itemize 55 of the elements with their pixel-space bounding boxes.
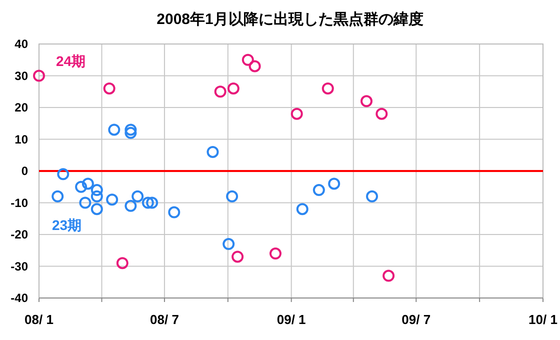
- point: [232, 250, 244, 263]
- x-tick-label: 09/ 1: [276, 312, 306, 327]
- point: [52, 190, 64, 202]
- y-tick-label: 0: [21, 164, 28, 178]
- point: [57, 168, 70, 180]
- x-tick-label: 08/ 7: [150, 312, 179, 327]
- point: [142, 196, 154, 209]
- point: [227, 82, 240, 94]
- series-label: 24期: [56, 53, 86, 69]
- point: [90, 203, 103, 216]
- point: [103, 82, 116, 94]
- series-label: 23期: [52, 217, 82, 233]
- y-tick-label: -10: [10, 196, 28, 210]
- x-tick-label: 10/ 1: [528, 312, 558, 327]
- point: [296, 203, 308, 216]
- y-tick-label: 10: [14, 132, 28, 146]
- point: [242, 54, 254, 66]
- y-tick-label: 30: [14, 68, 28, 83]
- point: [214, 86, 226, 98]
- point: [206, 146, 219, 158]
- point: [382, 270, 395, 282]
- point: [168, 206, 180, 218]
- point: [82, 178, 94, 190]
- point: [269, 248, 282, 260]
- y-tick-label: -20: [10, 228, 28, 242]
- x-tick-label: 09/ 7: [402, 312, 431, 327]
- point: [226, 190, 238, 202]
- point: [108, 124, 120, 136]
- chart-title: 2008年1月以降に出現した黒点群の緯度: [156, 10, 424, 28]
- point: [124, 126, 137, 139]
- point: [124, 124, 137, 136]
- point: [312, 184, 325, 196]
- point: [360, 95, 372, 108]
- y-tick-label: 40: [14, 37, 28, 51]
- y-tick-label: 20: [14, 100, 28, 114]
- point: [33, 70, 45, 82]
- point: [366, 190, 378, 202]
- point: [290, 108, 303, 120]
- point: [90, 184, 103, 196]
- point: [106, 194, 118, 206]
- y-tick-label: -40: [10, 291, 28, 305]
- y-tick-label: -30: [10, 259, 28, 274]
- point: [248, 60, 261, 72]
- x-tick-label: 08/ 1: [24, 312, 54, 327]
- point: [116, 257, 128, 270]
- point: [75, 180, 88, 193]
- point: [132, 190, 144, 202]
- point: [328, 178, 340, 190]
- point: [124, 200, 137, 212]
- point: [376, 108, 388, 120]
- point: [146, 196, 158, 209]
- point: [222, 238, 235, 250]
- point: [90, 190, 103, 202]
- point: [79, 196, 92, 209]
- point: [322, 82, 334, 94]
